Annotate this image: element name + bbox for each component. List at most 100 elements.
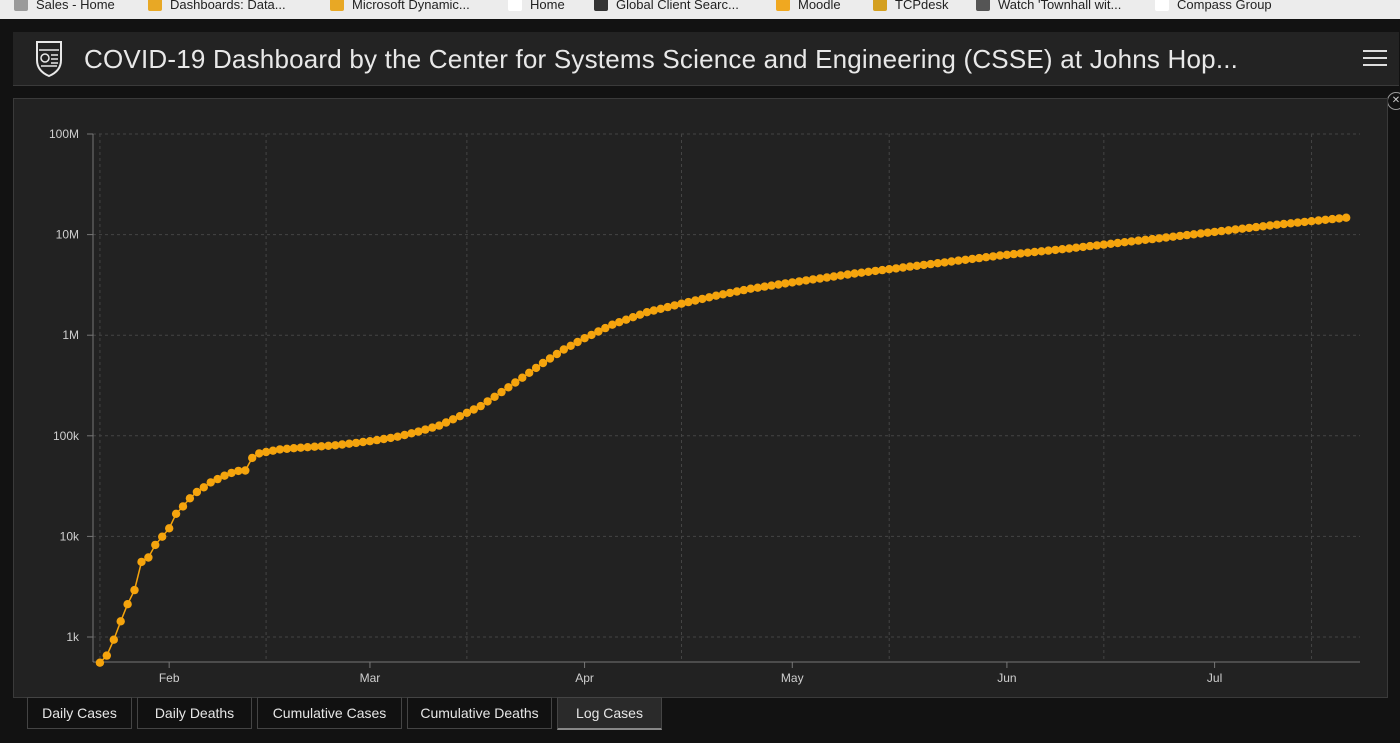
data-point [788, 278, 797, 287]
data-point [338, 440, 347, 449]
y-tick-label: 10M [56, 228, 79, 242]
bookmark-favicon-icon [1155, 0, 1169, 11]
data-point [165, 524, 174, 533]
bookmark-label: Global Client Searc... [616, 0, 739, 12]
data-point [1286, 219, 1296, 228]
data-point [116, 617, 125, 626]
hamburger-menu-icon[interactable] [1363, 46, 1387, 70]
data-point [1231, 225, 1240, 234]
data-point [961, 255, 970, 264]
data-point [192, 487, 202, 497]
bookmark-label: Compass Group [1177, 0, 1272, 12]
data-point [206, 478, 215, 487]
data-point [601, 323, 610, 333]
data-point [137, 557, 146, 567]
tab-daily-cases[interactable]: Daily Cases [27, 697, 132, 729]
bookmark-label: Sales - Home [36, 0, 115, 12]
bookmark-favicon-icon [873, 0, 887, 11]
data-point [255, 449, 264, 458]
data-point [441, 418, 451, 427]
data-point [1217, 226, 1226, 236]
bookmark-item[interactable]: Watch 'Townhall wit... [976, 0, 1121, 14]
data-point [891, 264, 901, 273]
data-point [1148, 234, 1157, 244]
data-point [476, 401, 485, 411]
data-point [774, 280, 783, 289]
data-point [448, 415, 458, 424]
data-point [718, 290, 728, 299]
bookmark-favicon-icon [148, 0, 162, 11]
data-point [781, 279, 790, 288]
data-point [1030, 247, 1039, 257]
data-point [1127, 237, 1136, 246]
data-point [677, 299, 686, 308]
data-point [525, 368, 534, 377]
data-point [843, 270, 852, 279]
data-point [95, 658, 105, 667]
data-point [1335, 214, 1344, 223]
data-point [1071, 243, 1081, 252]
data-point [1342, 213, 1351, 222]
bookmark-item[interactable]: TCPdesk [873, 0, 948, 14]
bookmark-favicon-icon [976, 0, 990, 11]
dashboard-header: COVID-19 Dashboard by the Center for Sys… [13, 32, 1399, 86]
data-point [386, 433, 395, 443]
data-point [144, 553, 153, 562]
x-tick-label: Mar [360, 671, 381, 685]
data-point [538, 358, 548, 368]
data-point [753, 283, 762, 292]
tab-daily-deaths[interactable]: Daily Deaths [137, 697, 252, 729]
data-point [621, 315, 631, 324]
data-point [213, 474, 222, 484]
data-point [545, 354, 555, 363]
bookmark-label: TCPdesk [895, 0, 949, 12]
data-point [801, 276, 811, 285]
data-point [587, 330, 596, 340]
data-point [1023, 248, 1032, 257]
x-tick-label: Feb [159, 671, 180, 685]
tab-cumulative-cases[interactable]: Cumulative Cases [257, 697, 402, 729]
data-point [594, 327, 603, 336]
bookmark-item[interactable]: Moodle [776, 0, 841, 14]
data-point [635, 310, 645, 319]
data-point [178, 502, 188, 511]
data-point [1134, 236, 1143, 245]
data-point [317, 442, 326, 451]
data-point [1051, 245, 1060, 255]
data-point [220, 471, 229, 480]
data-point [1016, 249, 1025, 258]
data-point [282, 444, 292, 453]
tab-log-cases[interactable]: Log Cases [557, 697, 662, 730]
data-point [1155, 234, 1164, 243]
bookmark-item[interactable]: Microsoft Dynamic... [330, 0, 470, 14]
bookmark-item[interactable]: Global Client Searc... [594, 0, 739, 14]
data-point [912, 261, 922, 270]
data-point [947, 257, 956, 266]
y-tick-label: 1k [66, 630, 80, 644]
data-point [933, 259, 942, 268]
bookmark-item[interactable]: Compass Group [1155, 0, 1272, 14]
data-point [795, 277, 804, 286]
data-point [926, 259, 935, 269]
data-point [968, 254, 977, 264]
data-point [275, 445, 285, 454]
tab-cumulative-deaths[interactable]: Cumulative Deaths [407, 697, 552, 729]
log-cases-chart: 1k 10k 100k 1M 10M 100M Feb Mar Apr May Jun Jul [49, 127, 1360, 685]
data-point [151, 540, 160, 550]
data-point [898, 263, 908, 272]
close-icon[interactable]: ✕ [1387, 92, 1400, 110]
data-point [310, 442, 319, 451]
bookmark-item[interactable]: Dashboards: Data... [148, 0, 286, 14]
data-point [241, 466, 250, 475]
data-point [261, 447, 271, 457]
data-point [1272, 220, 1282, 229]
page-title: COVID-19 Dashboard by the Center for Sys… [84, 44, 1239, 74]
data-point [428, 423, 437, 432]
data-point [981, 253, 991, 262]
bookmark-item[interactable]: Home [508, 0, 565, 14]
data-point [483, 397, 492, 406]
data-point [566, 341, 575, 350]
data-point [1085, 241, 1095, 251]
bookmark-item[interactable]: Sales - Home [14, 0, 115, 14]
data-point [1113, 238, 1122, 248]
